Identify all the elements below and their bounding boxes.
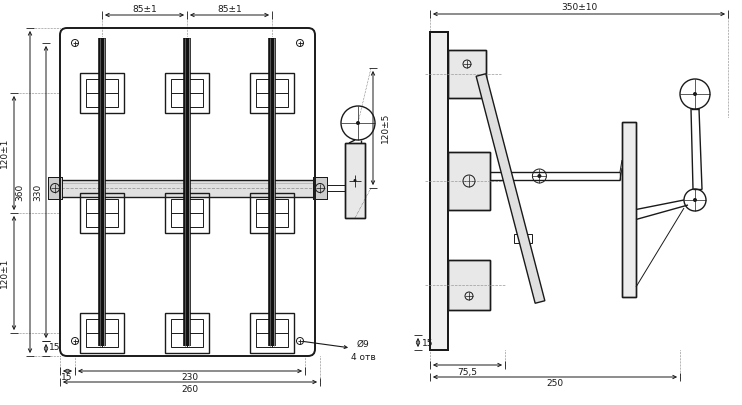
Text: 250: 250 (546, 379, 564, 388)
Text: 4 отв: 4 отв (351, 352, 375, 362)
Bar (80, 193, 124, 233)
Bar (80, 73, 124, 113)
Bar (250, 193, 294, 233)
Bar (171, 319, 203, 347)
Bar (48, 177, 62, 199)
Bar (430, 32, 448, 350)
Bar (345, 143, 365, 218)
Text: 120±5: 120±5 (381, 113, 390, 143)
Text: 120±1: 120±1 (0, 138, 8, 168)
Bar (622, 122, 636, 297)
Text: 15: 15 (422, 339, 434, 347)
Bar (250, 73, 294, 113)
Text: 360: 360 (16, 183, 24, 200)
Bar (80, 313, 124, 353)
Bar (514, 234, 532, 243)
Bar (430, 32, 448, 350)
Circle shape (537, 174, 542, 178)
Bar (448, 152, 490, 210)
Bar (86, 79, 118, 107)
Circle shape (356, 121, 360, 125)
Text: 120±1: 120±1 (0, 258, 8, 288)
Bar (448, 50, 486, 98)
Text: 350±10: 350±10 (561, 4, 597, 13)
Text: 85±1: 85±1 (132, 4, 157, 13)
Bar (48, 180, 327, 197)
Bar (448, 260, 490, 310)
Bar (345, 143, 365, 218)
Text: 85±1: 85±1 (217, 4, 242, 13)
Bar (622, 122, 636, 297)
Text: 260: 260 (182, 384, 199, 394)
Circle shape (693, 92, 697, 96)
Bar (256, 319, 288, 347)
Bar (48, 177, 62, 199)
Text: 15: 15 (49, 343, 61, 352)
Text: 15: 15 (62, 373, 73, 382)
Bar (171, 199, 203, 227)
Circle shape (693, 198, 697, 202)
Bar (165, 73, 209, 113)
Bar (256, 79, 288, 107)
Bar (250, 313, 294, 353)
Circle shape (353, 179, 356, 182)
Polygon shape (476, 74, 545, 303)
Bar (165, 193, 209, 233)
Bar (86, 319, 118, 347)
Bar (256, 199, 288, 227)
Text: 75,5: 75,5 (457, 367, 477, 377)
Bar (448, 50, 486, 98)
Bar (448, 260, 490, 310)
Bar (165, 313, 209, 353)
Bar (171, 79, 203, 107)
Bar (86, 199, 118, 227)
Bar (313, 177, 327, 199)
Bar (313, 177, 327, 199)
Text: Ø9: Ø9 (357, 339, 370, 348)
Text: 230: 230 (182, 373, 199, 382)
Bar (448, 152, 490, 210)
Text: 330: 330 (33, 183, 42, 200)
